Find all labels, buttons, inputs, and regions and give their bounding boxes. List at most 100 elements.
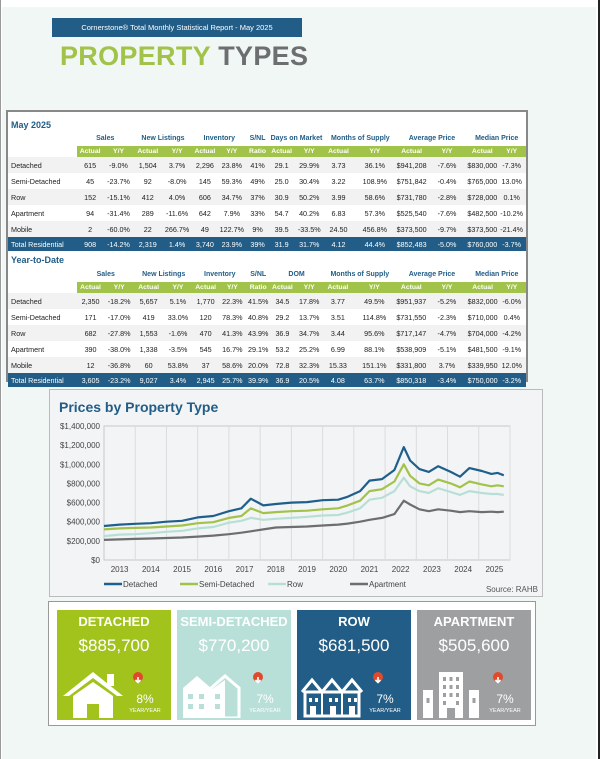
sub-header: Actual (77, 282, 104, 293)
table-cell: $339,950 (467, 357, 498, 373)
down-arrow-icon (373, 672, 383, 684)
table-cell: 53.8% (162, 357, 194, 373)
table-cell: -60.0% (103, 221, 134, 237)
table-cell: 7.9% (217, 205, 247, 221)
card-title: APARTMENT (433, 614, 515, 629)
table-cell: 39.5 (268, 221, 295, 237)
card-price: $505,600 (438, 636, 510, 655)
table-cell: 12.0% (497, 357, 526, 373)
group-header: DOM (288, 270, 305, 278)
table-cell: -6.0% (497, 293, 526, 309)
sub-header: Y/Y (218, 282, 247, 293)
table-cell: 49% (246, 173, 269, 189)
table-cell: -23.7% (103, 173, 134, 189)
table-cell: 3.4% (162, 373, 194, 387)
series-line-detached (103, 446, 505, 528)
group-header: S/NL (249, 134, 266, 142)
table-cell: 266.7% (161, 221, 193, 237)
table-cell: 1,338 (134, 341, 163, 357)
card-change: 7% (496, 692, 514, 706)
table-cell: 470 (193, 325, 219, 341)
group-header: Sales (96, 270, 115, 278)
table-row: Mobile 2 -60.0% 22 266.7% 49 122.7% 9% 39.5 -33.5… (8, 221, 526, 237)
table-cell: -1.6% (162, 325, 194, 341)
apartment-building-icon (423, 672, 479, 718)
row-label: Apartment (8, 205, 77, 221)
down-arrow-icon (133, 672, 143, 684)
table-row: Row 682 -27.8% 1,553 -1.6% 470 41.3% 43.9% 36.9 3… (8, 325, 526, 341)
table-cell: 37% (246, 189, 269, 205)
y-tick-label: $600,000 (67, 499, 101, 508)
card-change: 7% (376, 692, 394, 706)
sub-header: Actual (134, 282, 163, 293)
table-cell: 15.33 (323, 357, 353, 373)
group-header: New Listings (142, 270, 186, 278)
table-cell: 151.1% (352, 357, 397, 373)
table-cell: 53.2 (269, 341, 295, 357)
y-tick-label: $0 (91, 556, 100, 565)
card-price: $681,500 (318, 636, 390, 655)
table-cell: -36.8% (103, 357, 135, 373)
card-row: ROW $681,500 7% YEAR/YEAR (297, 610, 411, 720)
row-houses-icon (301, 677, 364, 718)
group-header: Months of Supply (330, 134, 390, 142)
blank-cell (8, 282, 77, 293)
table-cell: 1,504 (133, 157, 162, 173)
table-cell: 36.9 (269, 325, 295, 341)
table-cell: 122.7% (217, 221, 247, 237)
y-tick-label: $1,000,000 (60, 460, 101, 469)
x-tick-label: 2024 (454, 565, 472, 574)
card-semi-detached: SEMI-DETACHED $770,200 7% YEAR/YEAR (177, 610, 291, 720)
sub-header: Y/Y (294, 146, 325, 157)
table-cell: 1,770 (193, 293, 219, 309)
table-cell: 3.51 (323, 309, 353, 325)
table-cell: 29.2 (269, 309, 295, 325)
x-tick-label: 2022 (392, 565, 410, 574)
table-cell: 456.8% (353, 221, 397, 237)
card-period: YEAR/YEAR (129, 708, 161, 714)
table-row: Semi-Detached 171 -17.0% 419 33.0% 120 78.3% 40… (8, 309, 526, 325)
x-tick-label: 2014 (142, 565, 160, 574)
sub-header: Actual (133, 146, 162, 157)
ytd-section-title: Year-to-Date (11, 255, 65, 265)
table-cell: -11.6% (161, 205, 193, 221)
table-cell: $728,000 (467, 189, 498, 205)
series-line-row (103, 476, 504, 538)
table-cell: 3.99 (324, 189, 353, 205)
legend-label: Row (287, 580, 303, 589)
table-cell: -14.2% (103, 237, 134, 251)
series-line-apartment (103, 499, 504, 541)
table-cell: -3.2% (497, 373, 526, 387)
x-tick-label: 2017 (236, 565, 254, 574)
sub-header-row: Actual Y/Y Actual Y/Y Actual Y/Y Ratio Actual Y/… (8, 146, 526, 157)
table-cell: $731,550 (396, 309, 427, 325)
table-cell: 34.5 (269, 293, 295, 309)
sub-header: Ratio (246, 282, 270, 293)
table-cell: -5.1% (426, 341, 468, 357)
card-change: 8% (136, 692, 154, 706)
card-change: 7% (256, 692, 274, 706)
group-header: Inventory (203, 134, 236, 142)
row-label: Row (8, 189, 77, 205)
prices-chart-svg: $0 $200,000 $400,000 $600,000 $800,000 $1,000… (60, 422, 511, 589)
row-label: Mobile (8, 221, 77, 237)
table-cell: 58.6% (353, 189, 397, 205)
table-cell: $760,000 (467, 237, 498, 251)
table-cell: $852,483 (396, 237, 427, 251)
card-apartment: APARTMENT $505,600 7% YEAR/YEAR (417, 610, 531, 720)
sub-header: Y/Y (497, 146, 526, 157)
x-tick-label: 2021 (361, 565, 379, 574)
group-header: S/NL (250, 270, 267, 278)
row-label: Mobile (8, 357, 78, 373)
table-cell: -9.1% (497, 341, 526, 357)
table-cell: 23.9% (217, 237, 247, 251)
table-cell: 4.0% (161, 189, 193, 205)
table-cell: $704,000 (467, 325, 498, 341)
page-left-border (0, 0, 1, 759)
table-cell: -7.6% (426, 157, 468, 173)
x-tick-label: 2016 (204, 565, 222, 574)
report-banner: Cornerstone® Total Monthly Statistical R… (52, 18, 302, 37)
table-cell: $832,000 (467, 293, 498, 309)
chart-source: Source: RAHB (485, 585, 538, 594)
table-cell: -0.4% (426, 173, 468, 189)
